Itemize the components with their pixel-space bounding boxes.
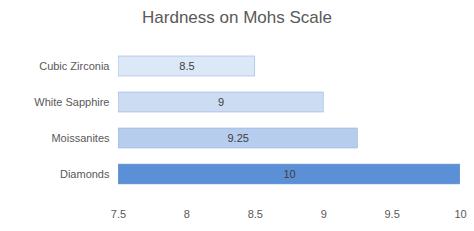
svg-text:9: 9 bbox=[218, 96, 224, 108]
svg-text:9.25: 9.25 bbox=[227, 132, 248, 144]
svg-text:9: 9 bbox=[321, 208, 327, 220]
svg-text:Diamonds: Diamonds bbox=[60, 168, 110, 180]
svg-text:7.5: 7.5 bbox=[111, 208, 126, 220]
svg-text:8: 8 bbox=[184, 208, 190, 220]
svg-text:10: 10 bbox=[283, 168, 295, 180]
svg-text:8.5: 8.5 bbox=[248, 208, 263, 220]
svg-text:10: 10 bbox=[454, 208, 466, 220]
html-text:Hardness on Mohs Scale: Hardness on Mohs Scale bbox=[142, 8, 332, 27]
svg-text:White Sapphire: White Sapphire bbox=[34, 96, 109, 108]
svg-text:9.5: 9.5 bbox=[384, 208, 399, 220]
svg-text:8.5: 8.5 bbox=[179, 60, 194, 72]
svg-text:Cubic Zirconia: Cubic Zirconia bbox=[39, 60, 110, 72]
svg-text:Moissanites: Moissanites bbox=[51, 132, 110, 144]
